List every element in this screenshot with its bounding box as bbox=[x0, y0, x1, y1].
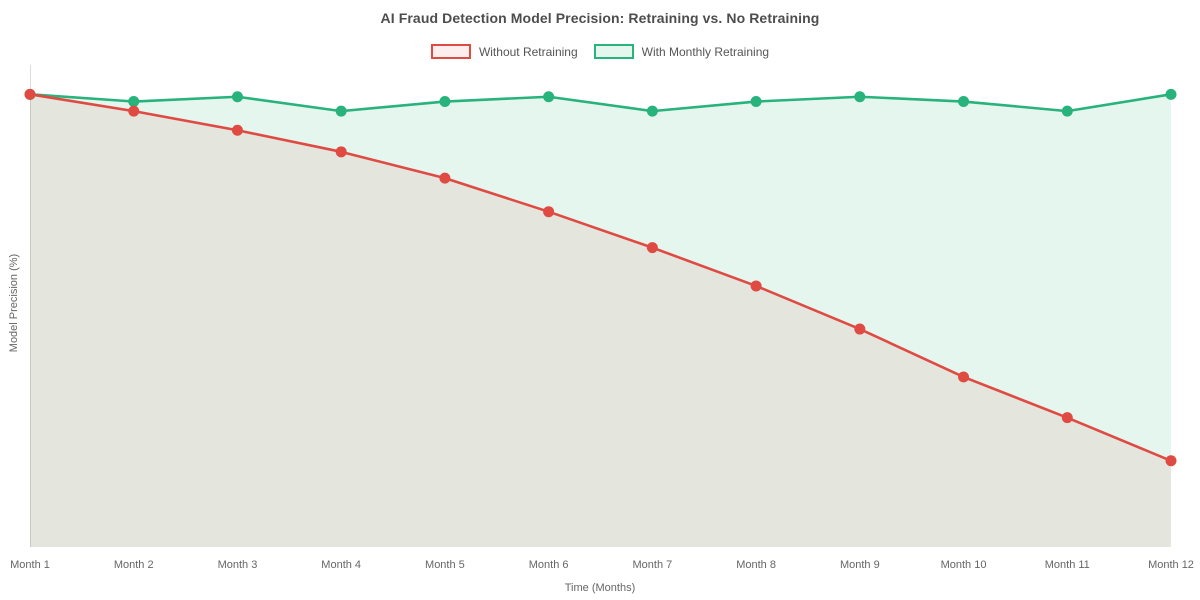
x-tick-label-10: Month 10 bbox=[940, 559, 987, 571]
legend-label-without-retraining: Without Retraining bbox=[478, 44, 578, 59]
x-tick-label-9: Month 9 bbox=[839, 559, 880, 571]
point-without-retraining-10[interactable] bbox=[958, 371, 970, 383]
line-with-monthly-retraining bbox=[28, 93, 1173, 113]
x-tick-label-11: Month 11 bbox=[1044, 559, 1090, 571]
legend-label-with-monthly-retraining: With Monthly Retraining bbox=[641, 44, 770, 59]
point-with-monthly-retraining-6[interactable] bbox=[543, 91, 555, 103]
line-without-retraining bbox=[28, 93, 1173, 463]
point-without-retraining-4[interactable] bbox=[335, 146, 347, 158]
point-with-monthly-retraining-2[interactable] bbox=[128, 96, 140, 108]
point-without-retraining-5[interactable] bbox=[439, 172, 451, 184]
x-tick-label-6: Month 6 bbox=[528, 559, 569, 571]
point-with-monthly-retraining-11[interactable] bbox=[1061, 105, 1073, 117]
point-with-monthly-retraining-10[interactable] bbox=[958, 96, 970, 108]
x-tick-label-5: Month 5 bbox=[425, 559, 465, 571]
x-tick-label-4: Month 4 bbox=[321, 559, 362, 571]
legend-swatch-with-monthly-retraining bbox=[593, 44, 634, 59]
y-axis-title: Model Precision (%) bbox=[8, 253, 20, 353]
point-without-retraining-6[interactable] bbox=[543, 206, 555, 218]
point-with-monthly-retraining-9[interactable] bbox=[854, 91, 866, 103]
legend: Without Retraining With Monthly Retraini… bbox=[0, 44, 1200, 59]
point-without-retraining-1[interactable] bbox=[24, 88, 36, 100]
point-without-retraining-12[interactable] bbox=[1165, 455, 1177, 467]
area-without-retraining bbox=[30, 94, 1171, 547]
point-without-retraining-2[interactable] bbox=[128, 105, 140, 117]
point-without-retraining-11[interactable] bbox=[1061, 412, 1073, 424]
point-without-retraining-7[interactable] bbox=[646, 242, 658, 254]
point-with-monthly-retraining-12[interactable] bbox=[1165, 88, 1177, 100]
x-tick-label-7: Month 7 bbox=[632, 559, 673, 571]
legend-swatch-without-retraining bbox=[430, 44, 471, 59]
point-with-monthly-retraining-4[interactable] bbox=[335, 105, 347, 117]
legend-item-with-monthly-retraining[interactable]: With Monthly Retraining bbox=[593, 44, 770, 59]
point-with-monthly-retraining-5[interactable] bbox=[439, 96, 451, 108]
legend-item-without-retraining[interactable]: Without Retraining bbox=[430, 44, 578, 59]
point-with-monthly-retraining-8[interactable] bbox=[750, 96, 762, 108]
area-with-monthly-retraining bbox=[30, 94, 1171, 547]
point-without-retraining-3[interactable] bbox=[231, 124, 243, 136]
x-tick-label-8: Month 8 bbox=[736, 559, 776, 571]
x-tick-label-12: Month 12 bbox=[1148, 559, 1194, 571]
point-without-retraining-8[interactable] bbox=[750, 280, 762, 292]
point-without-retraining-9[interactable] bbox=[854, 323, 866, 335]
x-tick-label-2: Month 2 bbox=[113, 559, 154, 571]
point-with-monthly-retraining-3[interactable] bbox=[231, 91, 243, 103]
x-tick-label-3: Month 3 bbox=[217, 559, 258, 571]
x-tick-label-1: Month 1 bbox=[10, 559, 50, 571]
point-with-monthly-retraining-7[interactable] bbox=[646, 105, 658, 117]
x-axis-title: Time (Months) bbox=[564, 582, 636, 594]
chart-title: AI Fraud Detection Model Precision: Retr… bbox=[380, 10, 820, 26]
